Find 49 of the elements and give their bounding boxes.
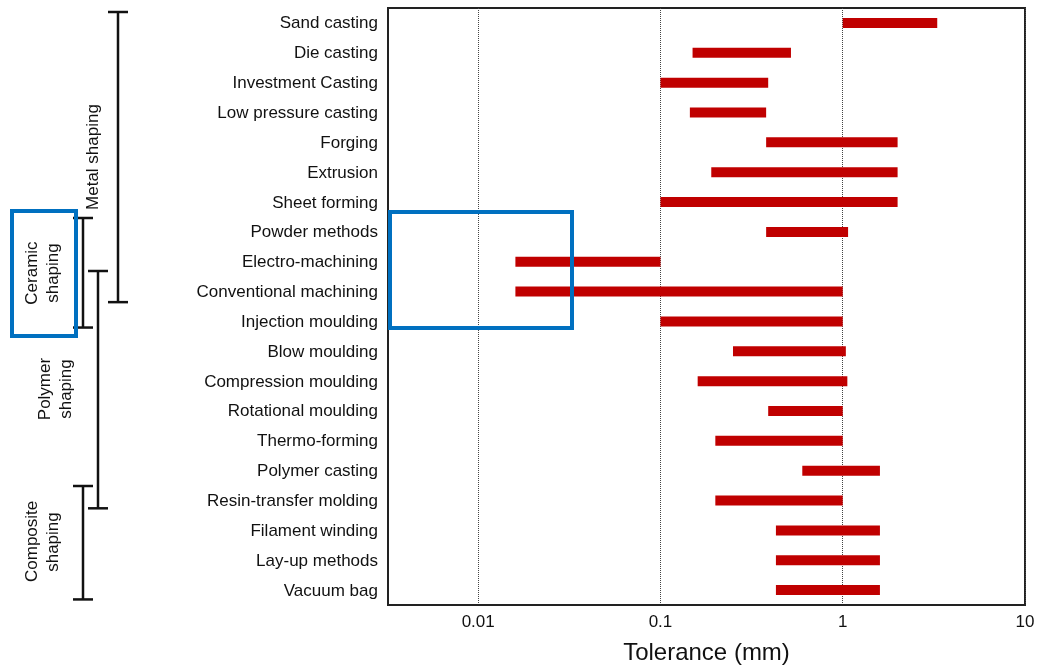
- x-tick-label: 0.1: [648, 612, 673, 631]
- bar: [775, 585, 880, 596]
- y-tick-label: Powder methods: [250, 222, 378, 242]
- y-tick-label: Die casting: [293, 43, 378, 63]
- text: Polymer shaping: [34, 357, 76, 423]
- y-tick-label: Vacuum bag: [283, 580, 378, 600]
- x-axis-title: Tolerance (mm): [623, 637, 790, 665]
- bar: [660, 316, 843, 327]
- y-tick-label: Injection moulding: [240, 311, 378, 331]
- bar: [515, 286, 843, 297]
- y-tick-label: Polymer casting: [257, 461, 378, 481]
- bar: [697, 376, 848, 387]
- bar: [775, 555, 880, 566]
- bar: [515, 256, 661, 267]
- y-tick-label: Extrusion: [307, 162, 378, 182]
- bar: [660, 197, 898, 208]
- y-tick-label: Thermo-forming: [257, 431, 378, 451]
- y-tick-label: Compression moulding: [204, 371, 378, 391]
- bar: [802, 465, 880, 476]
- bar: [692, 47, 791, 58]
- bar: [768, 405, 843, 416]
- x-tick-label: 10: [1015, 612, 1035, 631]
- bar: [842, 17, 938, 28]
- bar: [715, 495, 843, 506]
- text: Composite shaping: [21, 501, 63, 583]
- bar: [711, 167, 898, 178]
- y-tick-label: Forging: [320, 132, 378, 152]
- bar: [660, 77, 769, 88]
- y-tick-label: Lay-up methods: [256, 550, 378, 570]
- bar: [766, 137, 898, 148]
- bar: [775, 525, 880, 536]
- y-tick-label: Resin-transfer molding: [206, 491, 378, 511]
- bar: [689, 107, 767, 118]
- y-tick-label: Sheet forming: [272, 192, 378, 212]
- bar: [733, 346, 846, 357]
- text: Ceramic shaping: [21, 240, 63, 307]
- x-tick-label: 1: [838, 612, 848, 631]
- y-tick-label: Sand casting: [279, 13, 378, 33]
- y-tick-label: Investment Casting: [232, 73, 378, 93]
- y-tick-label: Rotational moulding: [227, 401, 378, 421]
- text: Metal shaping: [81, 104, 103, 210]
- y-tick-label: Filament winding: [250, 520, 378, 540]
- x-tick-label: 0.01: [461, 612, 495, 631]
- y-tick-label: Blow moulding: [267, 341, 378, 361]
- y-tick-label: Electro-machining: [241, 252, 378, 272]
- bar: [766, 226, 849, 237]
- y-tick-label: Conventional machining: [196, 282, 378, 302]
- y-tick-label: Low pressure casting: [217, 102, 378, 122]
- bar: [715, 435, 843, 446]
